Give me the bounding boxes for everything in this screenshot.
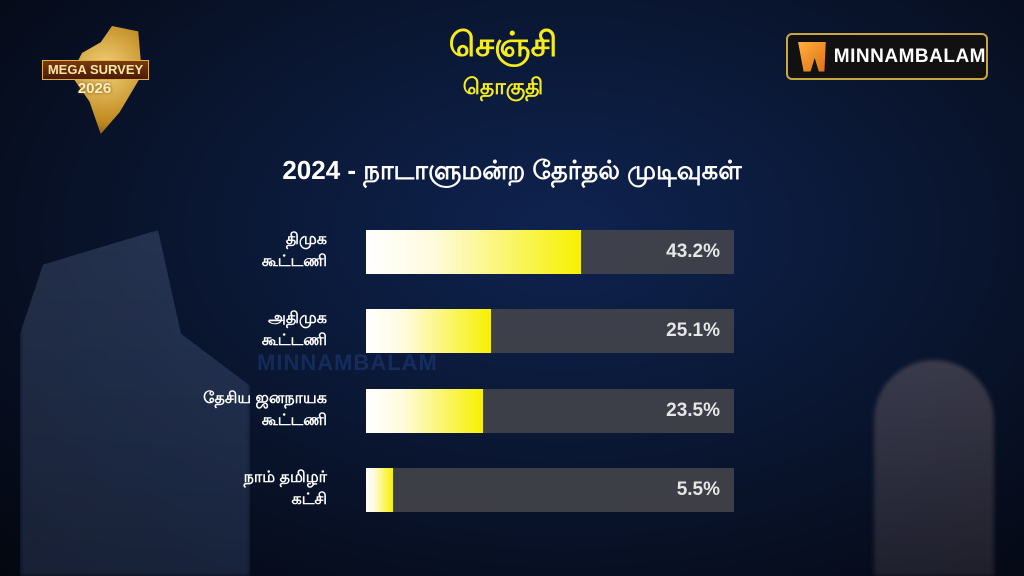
bar-row: அதிமுக கூட்டணி 25.1% <box>0 309 1024 353</box>
bar-label: நாம் தமிழர் கட்சி <box>127 467 327 511</box>
bar-label: அதிமுக கூட்டணி <box>127 308 327 352</box>
bar <box>366 468 394 512</box>
bar-row: திமுக கூட்டணி 43.2% <box>0 230 1024 274</box>
bar-label: தேசிய ஜனநாயக கூட்டணி <box>127 388 327 432</box>
minnambalam-mark-icon <box>798 41 826 72</box>
bar-track: 43.2% <box>366 230 734 274</box>
watermark: MINNAMBALAM <box>257 350 438 375</box>
bar-track: 25.1% <box>366 309 734 353</box>
bar-row: நாம் தமிழர் கட்சி 5.5% <box>0 468 1024 512</box>
constituency-title: செஞ்சி <box>448 26 558 64</box>
bar-track: 23.5% <box>366 389 734 433</box>
bar-value-label: 5.5% <box>676 479 720 500</box>
bar-label-line: கூட்டணி <box>261 253 327 270</box>
bar-label-line: திமுக <box>285 231 327 248</box>
bar-label-line: அதிமுக <box>268 310 327 327</box>
bar-value-label: 43.2% <box>666 241 720 262</box>
bar-label-line: கூட்டணி <box>261 332 327 349</box>
chart-title: 2024 - நாடாளுமன்ற தேர்தல் முடிவுகள் <box>282 155 742 185</box>
minnambalam-logo: MINNAMBALAM <box>786 33 988 80</box>
bar-label-line: தேசிய ஜனநாயக <box>203 390 327 407</box>
bar-label-line: நாம் தமிழர் <box>243 469 327 486</box>
mega-survey-logo: MEGA SURVEY 2026 <box>42 26 149 136</box>
minnambalam-name: MINNAMBALAM <box>833 45 986 67</box>
bar <box>366 309 491 353</box>
background-hand <box>874 360 994 576</box>
bar-value-label: 23.5% <box>666 400 720 421</box>
constituency-subtitle: தொகுதி <box>462 74 544 99</box>
bar-row: தேசிய ஜனநாயக கூட்டணி 23.5% <box>0 389 1024 433</box>
logo-ribbon-text: MEGA SURVEY <box>42 60 149 80</box>
logo-year: 2026 <box>77 80 112 97</box>
bar-label-line: கூட்டணி <box>261 412 327 429</box>
bar-label-line: கட்சி <box>291 491 328 508</box>
bar <box>366 230 581 274</box>
bar-track: 5.5% <box>366 468 734 512</box>
bar <box>366 389 483 433</box>
bar-value-label: 25.1% <box>666 320 720 341</box>
bar-label: திமுக கூட்டணி <box>127 229 327 273</box>
